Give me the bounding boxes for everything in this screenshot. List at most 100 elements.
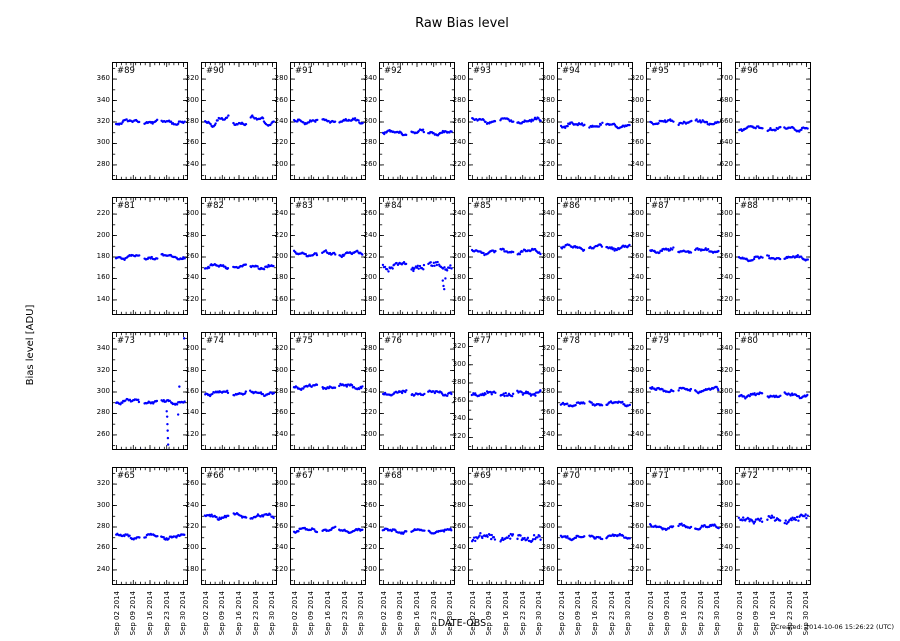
data-point [672,246,675,249]
scatter-plot-area [291,468,365,584]
y-tick-label: 240 [274,543,288,552]
data-point [334,253,337,256]
data-point [448,266,451,270]
data-point [754,127,757,130]
y-tick-label: 280 [96,159,110,168]
data-point [268,513,272,516]
data-point [226,391,230,395]
subplot-94: #94 [557,62,633,180]
data-point [304,252,307,256]
subplot-75: #75 [290,332,366,450]
data-point [446,394,449,397]
data-point [416,264,420,268]
y-tick-label: 240 [185,500,199,509]
scatter-plot-area [202,198,276,314]
y-tick-label: 280 [452,95,466,104]
y-tick-label: 260 [630,408,644,417]
data-point [183,533,186,537]
y-tick-label: 340 [96,344,110,353]
data-point [772,516,776,519]
data-point [600,537,604,541]
data-point [566,402,569,405]
y-tick-label: 200 [452,252,466,260]
detector-label: #67 [295,471,313,481]
data-point [166,443,170,446]
detector-label: #76 [384,336,402,346]
data-point [566,535,569,538]
x-tick-label: Sep 09 2014 [218,591,227,636]
y-tick-label: 640 [719,138,733,147]
y-tick-label: 220 [630,564,644,573]
detector-label: #91 [295,66,313,76]
y-tick-label: 280 [630,230,644,239]
data-point [450,130,453,133]
data-point [423,392,426,396]
y-tick-label: 260 [363,159,377,168]
data-point [534,394,537,397]
data-point [269,123,272,127]
y-tick-label: 160 [452,294,466,303]
data-point [705,121,709,124]
data-point [450,392,453,396]
y-tick-label: 260 [274,522,288,530]
data-point [690,119,693,123]
data-point [423,529,426,532]
data-point [778,519,782,522]
y-tick-label: 240 [452,138,466,147]
y-tick-label: 240 [630,543,644,552]
y-tick-label: 280 [185,230,199,239]
data-point [175,403,179,406]
data-point [717,121,720,124]
y-tick-label: 260 [96,543,110,552]
subplot-77: #77 [468,332,544,450]
y-tick-label: 240 [274,209,288,218]
data-point [214,122,217,125]
y-tick-label: 300 [452,74,466,83]
y-tick-label: 300 [541,252,555,260]
data-point [657,122,660,125]
data-point [404,133,408,137]
scatter-plot-area [291,198,365,314]
x-tick-label: Sep 30 2014 [802,591,811,636]
scatter-plot-area [736,333,810,449]
y-tick-label: 300 [719,479,733,488]
x-tick-label: Sep 30 2014 [535,591,544,636]
data-point [794,518,798,522]
y-tick-label: 260 [185,138,199,147]
subplot-86: #86 [557,197,633,315]
data-point [411,392,414,396]
y-tick-label: 240 [363,387,377,395]
x-tick-label: Sep 23 2014 [251,591,260,636]
y-tick-label: 260 [363,365,377,374]
y-tick-label: 220 [363,252,377,260]
data-point [539,389,542,392]
detector-label: #79 [651,336,669,346]
subplot-85: #85 [468,197,544,315]
y-tick-label: 660 [719,117,733,125]
y-tick-label: 240 [630,159,644,168]
y-tick-label: 320 [630,74,644,83]
data-point [490,393,493,396]
subplot-72: #72 [735,467,811,585]
subplot-65: #65 [112,467,188,585]
y-tick-label: 200 [363,273,377,282]
x-tick-label: Sep 02 2014 [557,591,566,636]
data-point [539,538,542,541]
y-tick-label: 680 [719,95,733,104]
y-tick-label: 280 [274,74,288,83]
data-point [699,526,703,529]
y-axis-label: Bias level [ADU] [25,304,36,386]
data-point [441,279,444,282]
data-point [431,264,434,268]
data-point [400,391,404,395]
detector-label: #80 [740,336,758,346]
data-point [244,122,248,126]
y-tick-label: 300 [719,209,733,218]
data-point [806,127,809,130]
data-point [677,524,680,528]
detector-label: #70 [562,471,580,481]
y-tick-label: 200 [185,543,199,552]
data-point [760,520,764,523]
x-tick-label: Sep 16 2014 [146,591,154,636]
data-point [493,538,497,541]
